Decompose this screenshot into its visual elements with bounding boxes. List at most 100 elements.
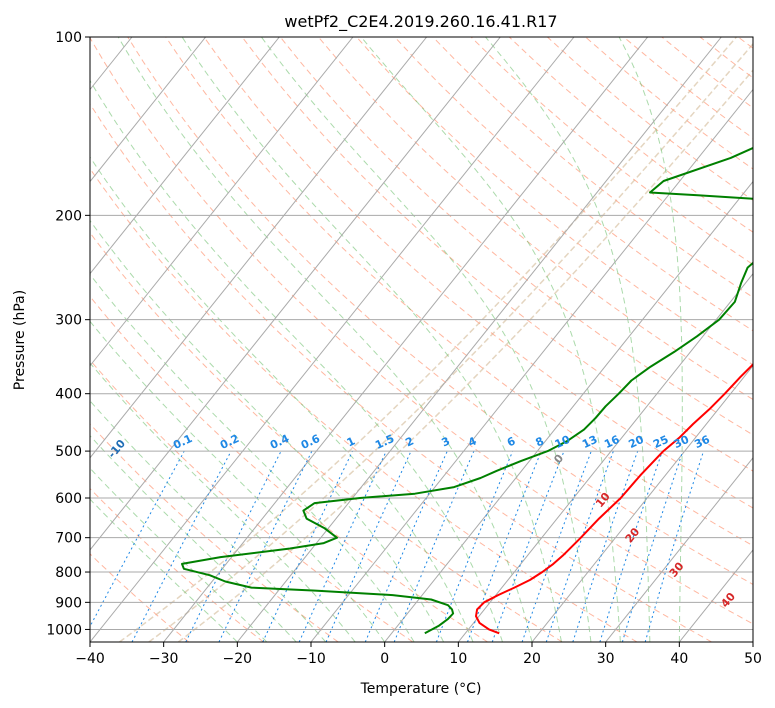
isotherm-line [310,88,753,642]
mixing-ratio-label: 2 [403,434,415,449]
mixing-ratio-label: 16 [602,433,622,451]
isotherm-line [384,180,753,642]
dry-adiabat-line [241,37,753,472]
moist-adiabat-line [181,37,562,642]
x-tick-label: 50 [744,651,762,667]
moist-adiabat-line [90,467,268,642]
y-tick-label: 700 [55,531,82,547]
mixing-ratio-label: 0.4 [268,432,291,452]
dry-adiabat-line [165,37,753,547]
mixing-ratio-line [435,450,514,642]
dry-adiabat-line [699,37,753,79]
isotherm-line [752,641,753,642]
dry-adiabat-line [508,37,753,233]
mixing-ratio-label: 0.6 [299,432,322,452]
x-tick-label: 30 [597,651,615,667]
dry-adiabat-line [90,423,339,642]
moist-adiabat-line [90,79,503,642]
dry-adiabat-line [90,103,712,642]
series-line [181,146,753,635]
dry-adiabat-line [90,37,753,625]
mixing-ratio-line [90,450,185,628]
isotherm-line [90,37,207,183]
moist-adiabat-line [90,320,386,642]
moist-adiabats [90,37,683,642]
isotherm-line [163,37,649,642]
dry-adiabat-line [90,553,190,642]
mixing-ratio-line [185,450,282,642]
chart-title: wetPf2_C2E4.2019.260.16.41.R17 [284,12,557,32]
mixing-ratio-label: 30 [672,433,692,451]
mixing-ratio-line [621,450,684,642]
dry-adiabat-line [90,295,488,642]
line-labels: 0.10.20.40.611.52346810131620253036-100-… [105,432,738,610]
dry-adiabat-line [432,37,753,298]
mixing-ratio-line [572,450,639,642]
mixing-ratio-line [131,450,232,642]
y-tick-label: 1000 [46,622,82,638]
mixing-ratio-label: 0.2 [218,432,241,452]
isotherm-line [236,37,722,642]
x-tick-label: 0 [380,651,389,667]
x-axis-ticks: −40 −30 −20 −10 0 10 20 30 40 50 [75,642,762,667]
moist-adiabat-line [618,37,683,642]
moist-adiabat-label: 0 [551,452,566,466]
mixing-ratio-label: 10 [553,433,573,451]
mixing-ratio-label: 4 [466,434,479,449]
plot-frame [89,36,754,643]
x-tick-label: −20 [223,651,253,667]
y-tick-label: 600 [55,491,82,507]
y-tick-label: 800 [55,565,82,581]
mixing-ratio-label: 0.1 [171,432,194,452]
isotherm-line [531,364,753,642]
isotherm-line [457,272,753,642]
x-axis-label: Temperature (°C) [360,681,482,697]
series-line [475,362,753,635]
mixing-ratio-line [599,450,663,642]
mixing-ratio-line [218,450,313,642]
mixing-ratio-line [521,450,592,642]
y-tick-label: 100 [55,30,82,46]
mixing-ratio-line [545,450,614,642]
mixing-ratio-line [644,450,705,642]
moist-adiabat-line [90,498,238,642]
moist-adiabat-line [90,435,297,642]
y-tick-label: 500 [55,444,82,460]
dry-adiabat-line [90,487,264,642]
dry-adiabat-line [90,231,563,642]
dry-adiabats [90,37,753,642]
y-tick-label: 400 [55,387,82,403]
isotherm-line [90,37,280,275]
isotherm-line [90,37,501,551]
moist-adiabat-line [117,37,533,642]
isotherms [0,37,753,642]
background-curves [119,37,753,642]
mixing-ratio-line [393,450,475,642]
isotherm-line [90,37,354,367]
dry-adiabat-line [470,37,753,266]
y-axis-ticks: 1000 900 800 700 600 500 400 300 200 100 [46,30,90,638]
background-curve [148,42,753,642]
background-curve [177,69,753,642]
mixing-ratio-line [325,450,412,642]
mixing-ratio-label: 6 [505,434,518,449]
isotherm-line [0,37,58,642]
background-curve [119,37,737,642]
dry-adiabat-line [394,37,753,332]
mixing-ratio-line [467,450,542,642]
dry-adiabat-label: -10 [105,437,128,461]
y-axis-label: Pressure (hPa) [12,290,28,390]
mixing-ratio-label: 20 [626,433,646,451]
mixing-ratio-label: 1 [345,434,357,449]
dry-adiabat-line [203,37,753,509]
dry-adiabat-line [737,37,753,49]
dry-adiabat-line [90,167,638,642]
x-tick-label: 20 [523,651,541,667]
mixing-ratio-line [262,450,353,642]
moist-adiabat-label: 20 [623,525,643,545]
y-tick-label: 200 [55,208,82,224]
moist-adiabat-line [360,37,621,642]
series-lines [181,146,753,635]
isotherm-line [605,457,753,642]
moist-adiabat-line [90,156,474,642]
